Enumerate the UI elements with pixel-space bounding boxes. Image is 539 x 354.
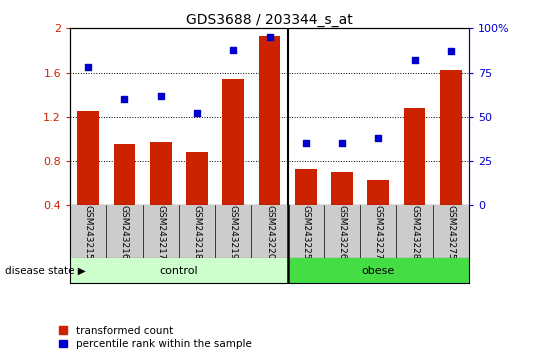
Point: [156, 93, 165, 98]
Text: GSM243215: GSM243215: [84, 205, 93, 260]
Bar: [77, 111, 99, 205]
Title: GDS3688 / 203344_s_at: GDS3688 / 203344_s_at: [186, 13, 353, 27]
Point: [301, 141, 310, 146]
Bar: [331, 172, 353, 205]
Text: GSM243219: GSM243219: [229, 205, 238, 260]
Text: GSM243218: GSM243218: [192, 205, 202, 260]
Point: [374, 135, 383, 141]
Text: obese: obese: [362, 266, 395, 276]
Point: [120, 96, 129, 102]
Point: [229, 47, 238, 52]
Bar: [114, 144, 135, 205]
Bar: [259, 36, 280, 205]
Text: GSM243217: GSM243217: [156, 205, 165, 260]
Bar: [295, 169, 316, 205]
Point: [84, 64, 93, 70]
Point: [446, 48, 455, 54]
Bar: [186, 152, 208, 205]
Bar: [150, 142, 171, 205]
Bar: [223, 79, 244, 205]
Legend: transformed count, percentile rank within the sample: transformed count, percentile rank withi…: [59, 326, 252, 349]
Text: GSM243228: GSM243228: [410, 205, 419, 260]
Text: GSM243216: GSM243216: [120, 205, 129, 260]
Bar: [288, 258, 469, 283]
Text: GSM243220: GSM243220: [265, 205, 274, 260]
Text: disease state ▶: disease state ▶: [5, 266, 86, 276]
Point: [192, 110, 201, 116]
Bar: [404, 108, 425, 205]
Bar: [440, 70, 462, 205]
Text: control: control: [160, 266, 198, 276]
Text: GSM243275: GSM243275: [446, 205, 455, 260]
Point: [410, 57, 419, 63]
Point: [265, 34, 274, 40]
Bar: [368, 180, 389, 205]
Text: GSM243227: GSM243227: [374, 205, 383, 260]
Bar: [70, 258, 288, 283]
Point: [338, 141, 347, 146]
Text: GSM243226: GSM243226: [337, 205, 347, 260]
Text: GSM243225: GSM243225: [301, 205, 310, 260]
